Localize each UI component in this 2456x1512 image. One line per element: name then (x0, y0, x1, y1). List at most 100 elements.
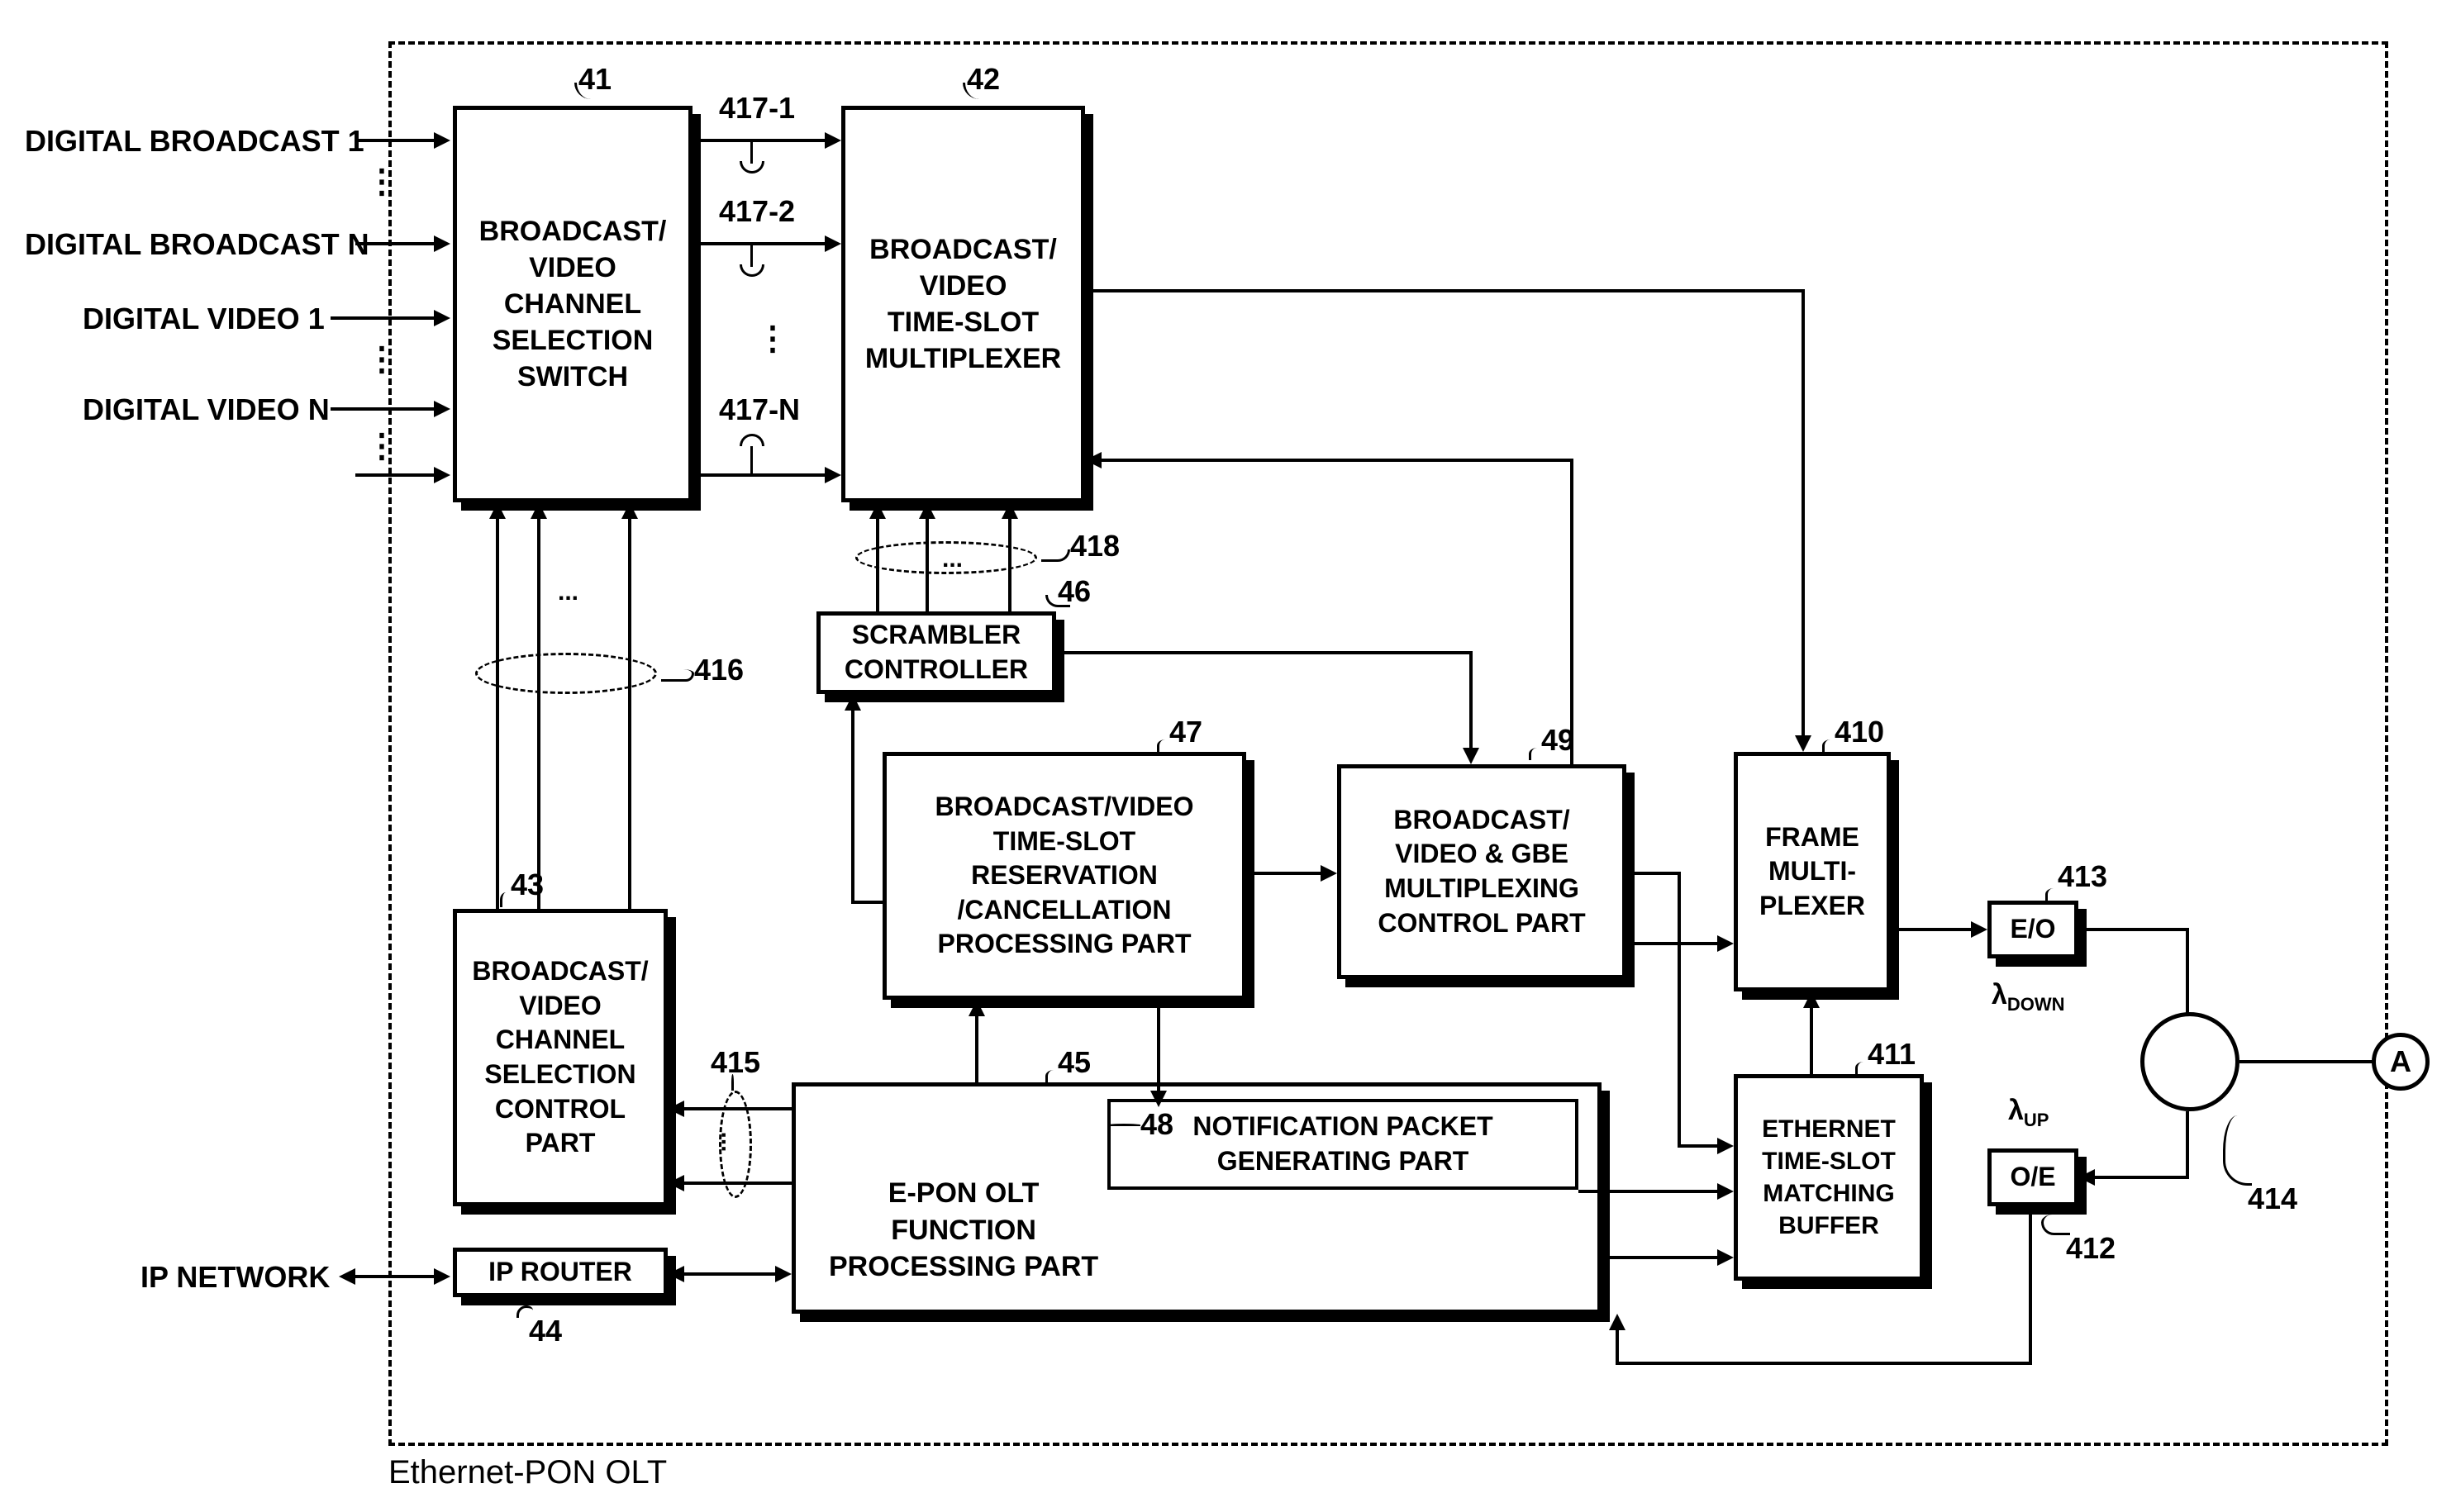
arrow-46-42-1-h (869, 502, 886, 519)
input-dv1-label: DIGITAL VIDEO 1 (83, 302, 325, 336)
arrow-43-41-1 (496, 511, 499, 909)
block-43: BROADCAST/ VIDEO CHANNEL SELECTION CONTR… (453, 909, 668, 1206)
ref411-c (1855, 1062, 1872, 1074)
arrow-411-410 (1810, 1000, 1813, 1074)
ref417-1-lead (750, 139, 753, 164)
arrow-48-411 (1578, 1190, 1723, 1193)
arrow-cpl-412-v (2186, 1111, 2189, 1177)
ref-414: 414 (2248, 1182, 2297, 1216)
block-46: SCRAMBLER CONTROLLER (816, 611, 1056, 694)
ref44-c (516, 1305, 533, 1318)
block-41: BROADCAST/ VIDEO CHANNEL SELECTION SWITC… (453, 106, 693, 502)
ref-417-2: 417-2 (719, 194, 795, 229)
arrow-43-41-2-h (531, 502, 547, 519)
input-dvn-label: DIGITAL VIDEO N (83, 392, 330, 427)
arrow-48-411-h (1717, 1183, 1734, 1200)
arrow-44-45-r (775, 1266, 792, 1282)
arrow-417-n (693, 473, 829, 477)
arrow-49-42-v (1570, 459, 1573, 764)
arrow-42-410-vh (1795, 735, 1811, 752)
arrow-412-45-h (1616, 1362, 2032, 1365)
dots-43-41: ... (558, 578, 578, 606)
arrow-47-49-h (1321, 865, 1337, 882)
arrow-cpl-412-hh (2078, 1169, 2095, 1186)
ref-42: 42 (967, 62, 1000, 97)
caption: Ethernet-PON OLT (388, 1454, 667, 1491)
input-db1-label: DIGITAL BROADCAST 1 (25, 124, 364, 159)
arrow-49-411-hh (1717, 1138, 1734, 1154)
coupler-414 (2140, 1012, 2239, 1111)
ref410-c (1822, 739, 1839, 752)
arrow-410-413-h (1971, 921, 1987, 938)
arrow-46-42-3-h (1002, 502, 1018, 519)
arrow-46-49-vh (1463, 748, 1479, 764)
arrow-43-41-3 (628, 511, 631, 909)
ref-410: 410 (1835, 715, 1884, 749)
ref-412: 412 (2066, 1231, 2116, 1266)
arrow-44-45 (678, 1272, 781, 1276)
ref-47: 47 (1169, 715, 1202, 749)
ref47-c (1157, 739, 1173, 752)
block-411: ETHERNET TIME-SLOT MATCHING BUFFER (1734, 1074, 1924, 1281)
ref415-c (731, 1074, 734, 1091)
arrow-49-411-h1 (1626, 872, 1680, 875)
arrow-43-41-2 (537, 511, 540, 909)
ref417-2-lead (750, 242, 753, 267)
lambda-down: λDOWN (1992, 979, 2065, 1015)
ref-411: 411 (1868, 1037, 1916, 1072)
arrow-49-411-v (1678, 872, 1681, 1144)
ellipse-416 (475, 653, 657, 694)
ref-416: 416 (694, 653, 744, 687)
arrow-417-n-h (825, 467, 841, 483)
ref-418: 418 (1070, 529, 1120, 563)
arrow-43-41-1-h (489, 502, 506, 519)
block-412: O/E (1987, 1148, 2078, 1206)
ref-48: 48 (1140, 1107, 1173, 1142)
block-48: NOTIFICATION PACKET GENERATING PART (1107, 1099, 1578, 1190)
arrow-417-2 (693, 242, 829, 245)
ref412-c (2041, 1215, 2070, 1235)
arrow-43-41-3-h (621, 502, 638, 519)
arrow-45-411-h (1717, 1249, 1734, 1266)
ref-45: 45 (1058, 1045, 1091, 1080)
ref-415: 415 (711, 1045, 760, 1080)
arrow-47-46-h (851, 901, 883, 904)
ref413-c (2045, 888, 2062, 901)
arrow-ipnet-l (339, 1268, 355, 1285)
block-44: IP ROUTER (453, 1248, 668, 1297)
ref416-c (661, 669, 694, 682)
arrow-47-46-h2 (845, 694, 861, 711)
input-ipnet-label: IP NETWORK (140, 1260, 330, 1295)
arrow-413-cpl-v (2186, 928, 2189, 1015)
arrow-413-cpl-h (2078, 928, 2186, 931)
ref-413: 413 (2058, 859, 2107, 894)
arrow-47-46-v (851, 702, 854, 901)
arrow-47-48-v (1157, 1000, 1160, 1099)
block-47: BROADCAST/VIDEO TIME-SLOT RESERVATION /C… (883, 752, 1246, 1000)
ref45-c (1045, 1070, 1062, 1082)
ref414-c (2223, 1115, 2252, 1186)
arrow-412-45-v (2029, 1206, 2032, 1363)
ref-417-n: 417-N (719, 392, 800, 427)
block-413: E/O (1987, 901, 2078, 958)
ellipse-415 (719, 1091, 752, 1198)
ref49-c (1529, 748, 1545, 760)
arrow-46-42-2-h (919, 502, 935, 519)
arrow-45-43-b-h (668, 1175, 684, 1191)
node-A: A (2372, 1033, 2430, 1091)
lambda-up: λUP (2008, 1095, 2049, 1131)
arrow-45-43-a-h (668, 1101, 684, 1117)
arrow-45-47 (975, 1008, 978, 1082)
arrow-cpl-A (2239, 1060, 2376, 1063)
block-42: BROADCAST/ VIDEO TIME-SLOT MULTIPLEXER (841, 106, 1085, 502)
ref-417-1: 417-1 (719, 91, 795, 126)
arrow-cpl-412-h (2091, 1176, 2189, 1179)
arrow-49-42-h (1099, 459, 1573, 462)
arrow-45-47-h (969, 1000, 985, 1016)
input-dbn-label: DIGITAL BROADCAST N (25, 227, 369, 262)
arrow-49-410-h (1717, 935, 1734, 952)
ellipse-418 (855, 541, 1037, 574)
block-49: BROADCAST/ VIDEO & GBE MULTIPLEXING CONT… (1337, 764, 1626, 979)
ref48-c (1107, 1124, 1140, 1126)
ref-44: 44 (529, 1314, 562, 1348)
